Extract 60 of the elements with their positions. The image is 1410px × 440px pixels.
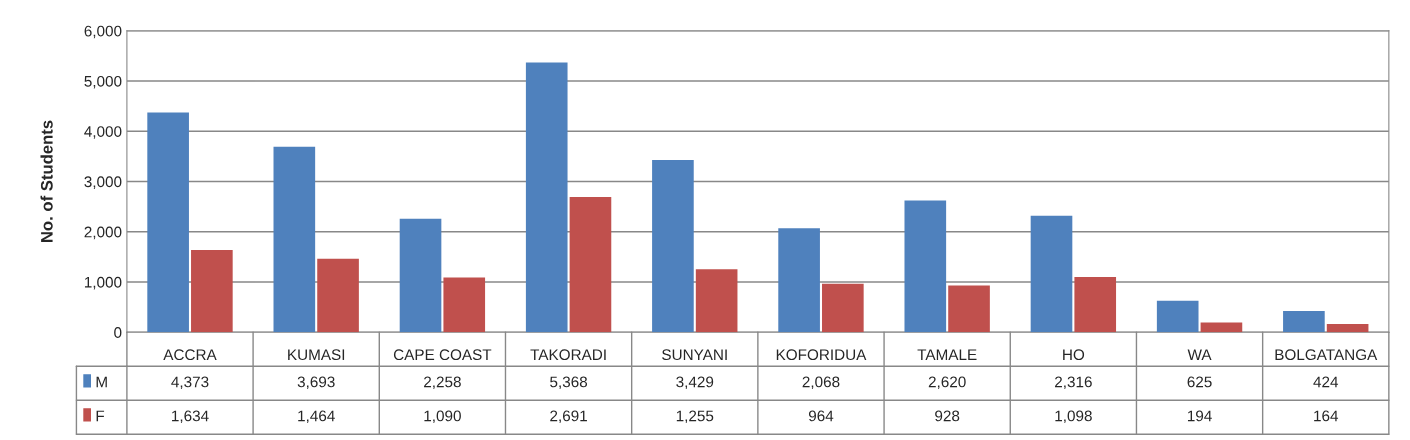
data-label: 3,693 [297, 376, 335, 390]
bar [147, 112, 189, 333]
data-label: 1,255 [676, 410, 714, 424]
data-label: 2,620 [928, 376, 966, 390]
data-label: 1,090 [424, 410, 461, 424]
bar [1200, 322, 1243, 333]
x-tick-label: KOFORIDUA [776, 349, 867, 361]
bar [948, 285, 990, 333]
data-label: 1,098 [1055, 410, 1092, 424]
data-label: 1,634 [172, 410, 209, 424]
data-label: 5,368 [550, 376, 588, 390]
bar [525, 62, 568, 333]
y-tick-label: 4,000 [84, 126, 122, 139]
x-tick-label: KUMASI [288, 349, 345, 361]
x-tick-label: TAKORADI [530, 349, 606, 361]
bar [822, 283, 864, 333]
legend-label: M [96, 376, 107, 388]
y-tick-label: 6,000 [84, 25, 122, 39]
bar [695, 269, 738, 333]
bar [1156, 300, 1199, 333]
bar [778, 228, 820, 333]
x-tick-label: HO [1063, 349, 1085, 361]
bar [1074, 277, 1117, 333]
data-label: 964 [808, 410, 834, 422]
data-label: 1,464 [298, 410, 335, 424]
data-label: 2,068 [802, 376, 840, 390]
x-tick-label: WA [1187, 349, 1212, 360]
data-label: 928 [935, 410, 960, 422]
bar [273, 146, 316, 333]
y-tick-label: 0 [114, 327, 122, 338]
bar [443, 277, 486, 333]
x-tick-label: TAMALE [917, 349, 977, 360]
x-tick-label: CAPE COAST [393, 349, 492, 361]
y-tick-label: 5,000 [84, 75, 122, 89]
x-tick-label: BOLGATANGA [1275, 349, 1378, 361]
bar [904, 200, 947, 333]
data-label: 3,429 [676, 376, 714, 390]
data-label: 2,258 [424, 376, 461, 390]
data-label: 164 [1314, 410, 1339, 422]
y-tick-label: 3,000 [84, 176, 122, 189]
bar [191, 250, 233, 333]
data-label: 2,691 [550, 410, 587, 424]
bar [399, 218, 442, 333]
legend-label: F [96, 410, 105, 422]
bar [1030, 215, 1073, 333]
bar [1283, 310, 1325, 333]
bar [1326, 323, 1369, 333]
y-axis-title: No. of Students [40, 120, 53, 242]
bar [317, 258, 359, 333]
bar [569, 197, 612, 333]
y-tick-label: 1,000 [84, 276, 122, 290]
data-label: 4,373 [171, 376, 209, 390]
bar [652, 159, 694, 333]
data-label: 625 [1187, 376, 1212, 388]
data-label: 424 [1313, 376, 1339, 388]
data-label: 2,316 [1055, 376, 1092, 390]
y-tick-label: 2,000 [84, 226, 122, 240]
x-tick-label: ACCRA [163, 349, 217, 361]
x-tick-label: SUNYANI [662, 349, 727, 361]
data-label: 194 [1187, 410, 1212, 422]
